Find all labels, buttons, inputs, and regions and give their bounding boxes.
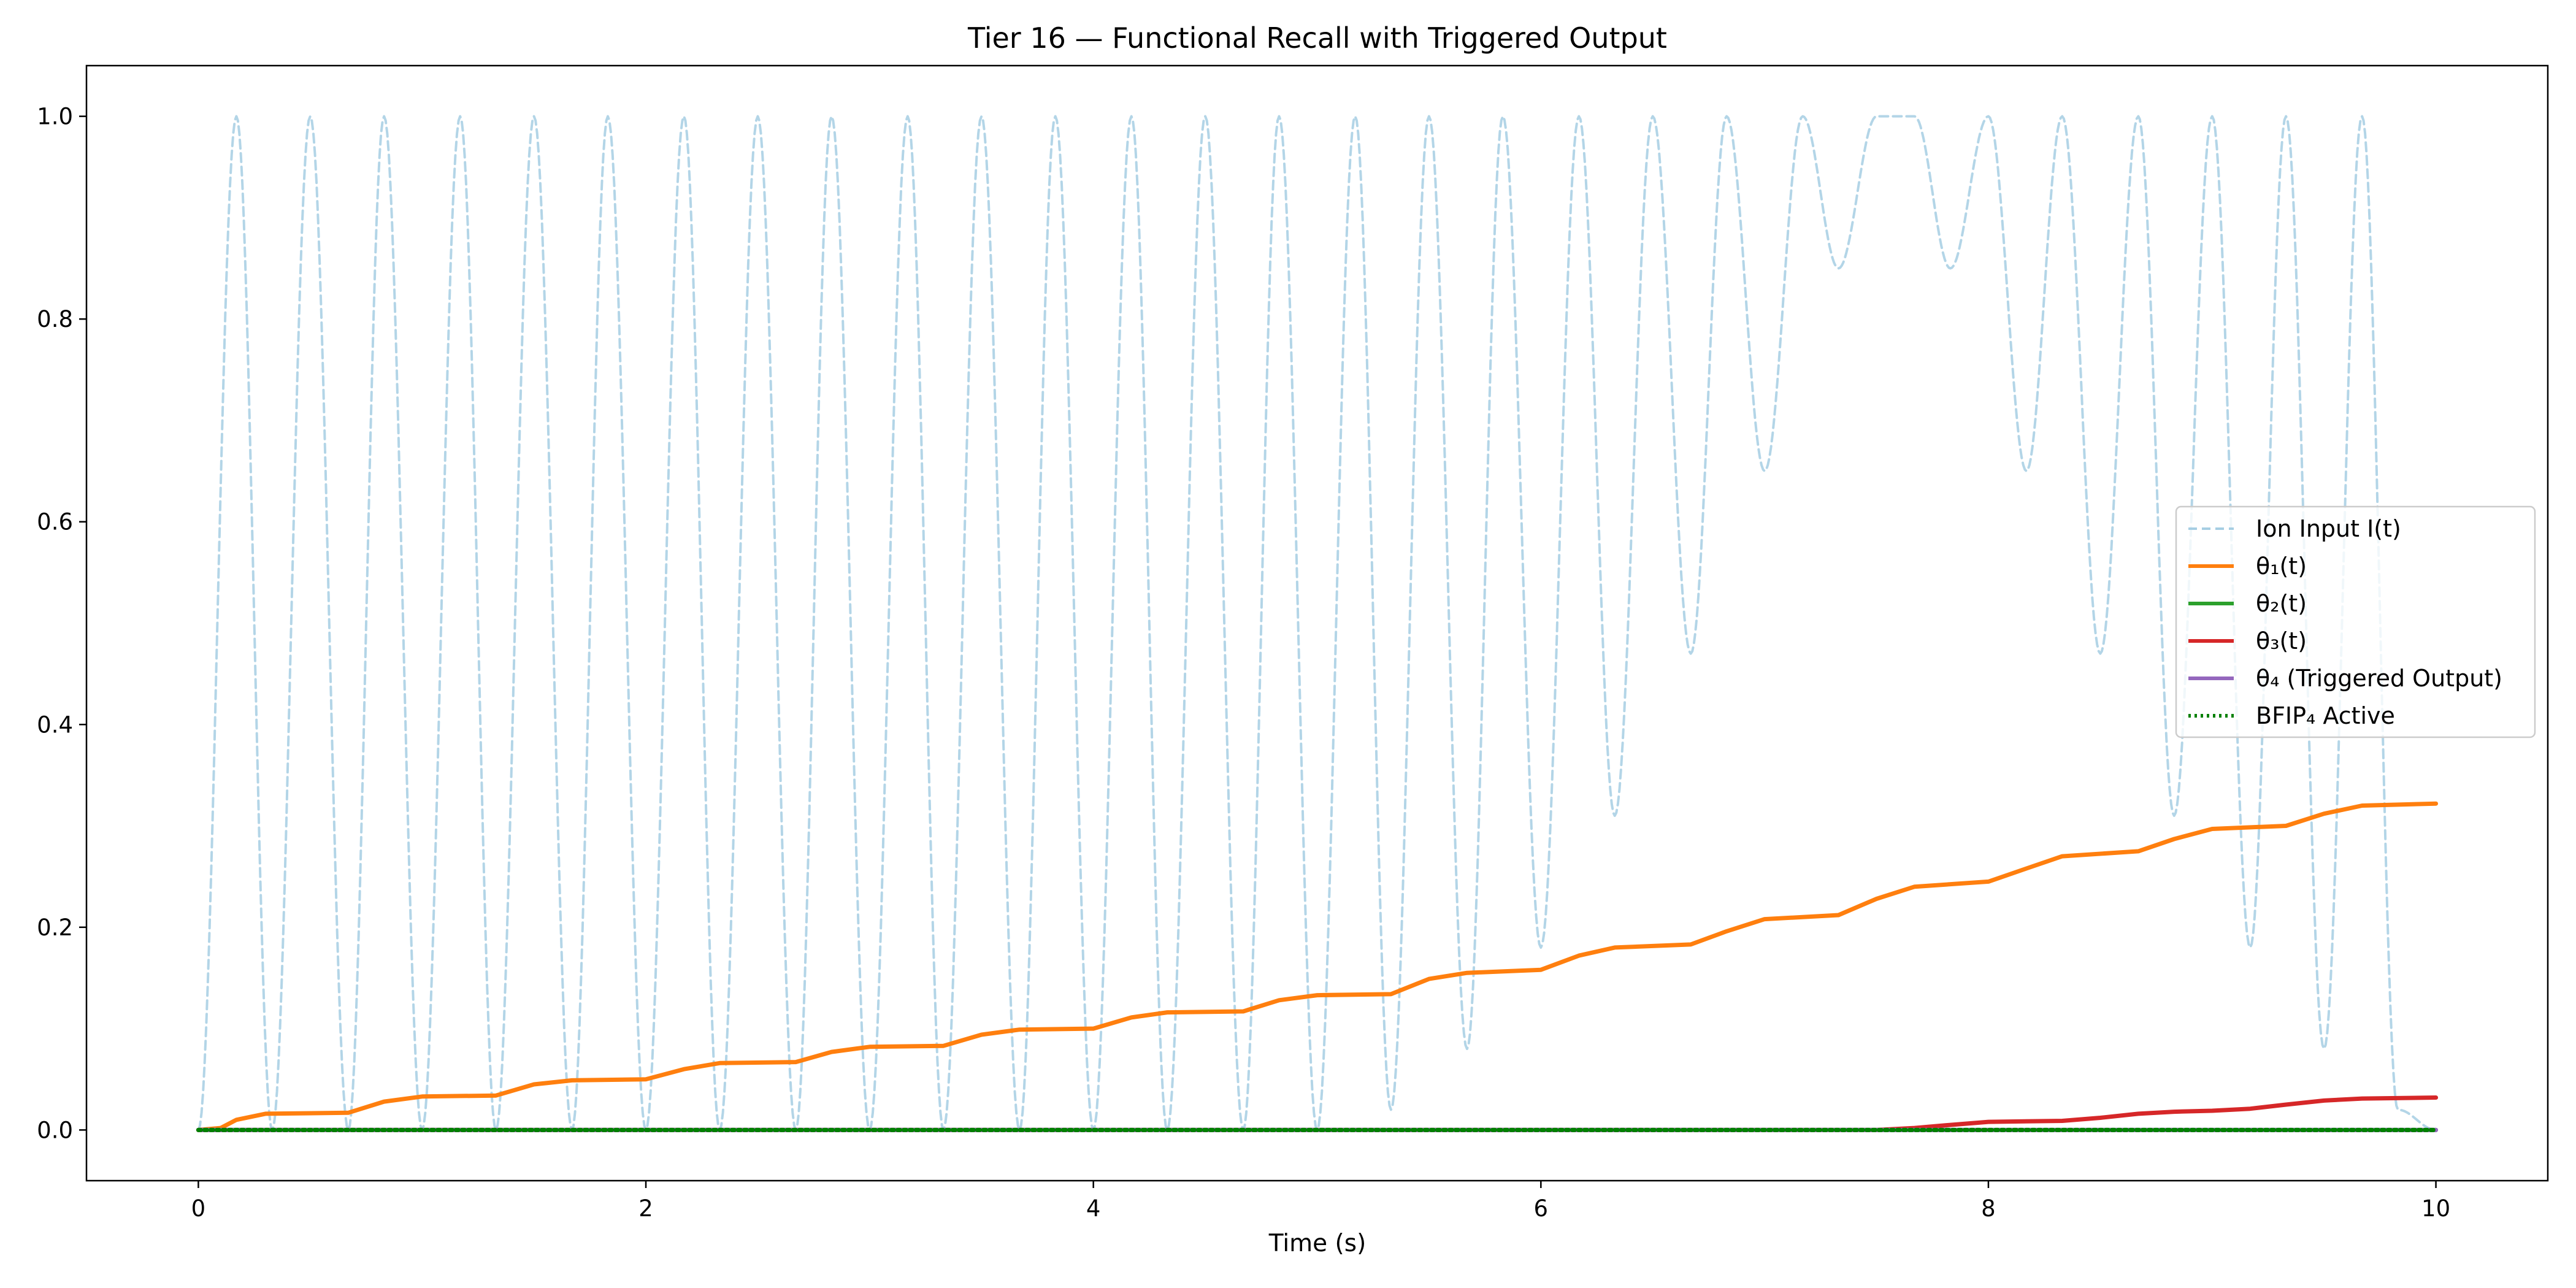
legend-label: θ₂(t) xyxy=(2256,590,2307,617)
y-tick-label: 0.8 xyxy=(37,306,73,332)
chart-title: Tier 16 — Functional Recall with Trigger… xyxy=(967,21,1667,55)
x-axis-ticks: 0 2 4 6 8 10 xyxy=(191,1181,2450,1222)
legend-label: Ion Input I(t) xyxy=(2256,515,2401,542)
x-tick-label: 10 xyxy=(2421,1195,2450,1222)
y-tick-label: 0.4 xyxy=(37,711,73,738)
y-tick-label: 0.6 xyxy=(37,509,73,535)
legend-frame xyxy=(2175,505,2536,738)
x-tick-label: 6 xyxy=(1534,1195,1549,1222)
legend: Ion Input I(t) θ₁(t) θ₂(t) θ₃(t) θ₄ (Trigger… xyxy=(2175,505,2536,738)
series-line-2 xyxy=(196,801,2439,1132)
x-tick-label: 4 xyxy=(1086,1195,1101,1222)
x-tick-label: 0 xyxy=(191,1195,206,1222)
plot-area xyxy=(196,115,2439,1132)
y-tick-label: 0.2 xyxy=(37,914,73,941)
legend-label: θ₄ (Triggered Output) xyxy=(2256,665,2502,692)
x-tick-label: 8 xyxy=(1981,1195,1996,1222)
legend-label: θ₃(t) xyxy=(2256,627,2307,654)
y-tick-label: 1.0 xyxy=(37,104,73,130)
series-line-4 xyxy=(196,1095,2439,1132)
y-tick-label: 0.0 xyxy=(37,1117,73,1143)
plot-frame xyxy=(85,64,2549,1182)
series-line-1 xyxy=(197,115,2437,1132)
legend-label: BFIP₄ Active xyxy=(2256,702,2395,729)
y-axis-ticks: 0.0 0.2 0.4 0.6 0.8 1.0 xyxy=(37,104,86,1143)
x-axis-label: Time (s) xyxy=(1268,1230,1367,1257)
legend-label: θ₁(t) xyxy=(2256,553,2307,580)
x-tick-label: 2 xyxy=(638,1195,653,1222)
